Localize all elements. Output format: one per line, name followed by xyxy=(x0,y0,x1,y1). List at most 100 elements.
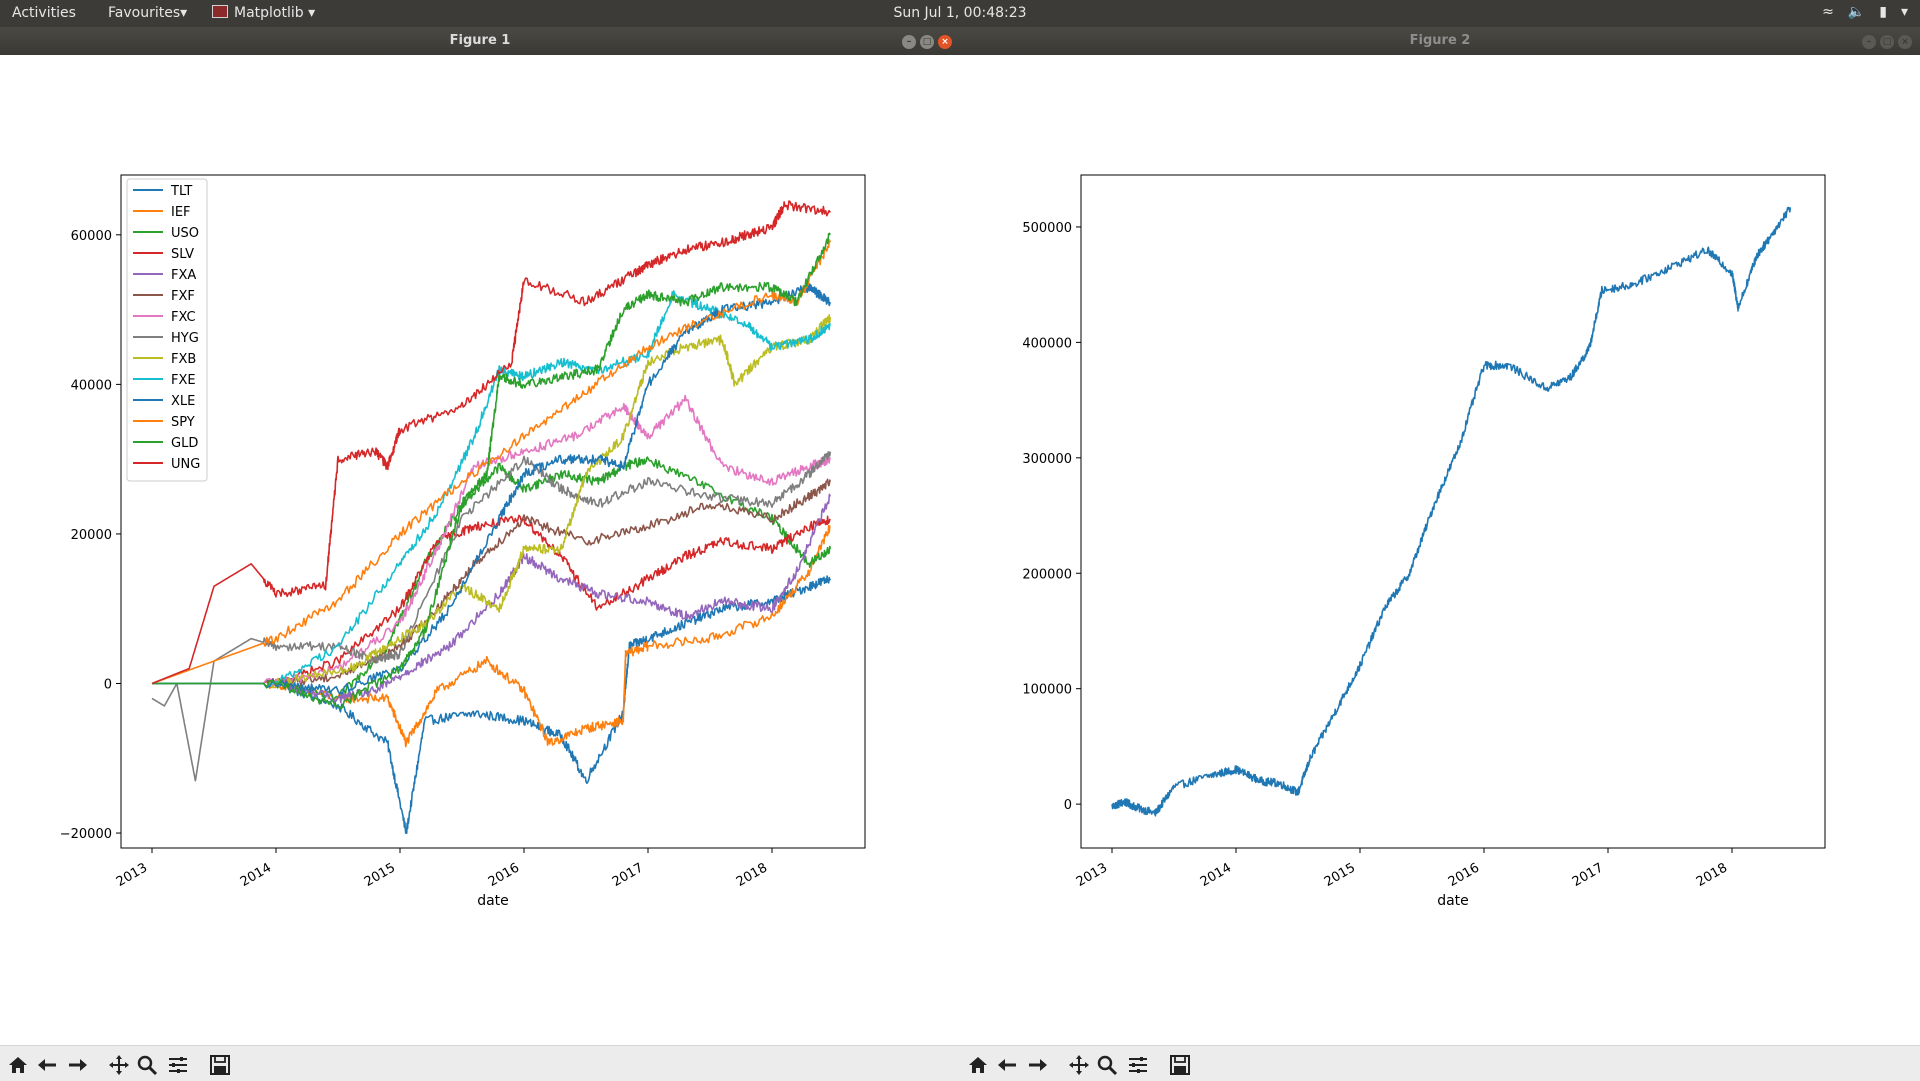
plot-frame xyxy=(120,174,866,849)
y-tick-label: 0 xyxy=(104,677,112,692)
save-icon xyxy=(210,1055,230,1075)
y-tick-label: −20000 xyxy=(60,827,112,842)
back-icon xyxy=(998,1059,1016,1071)
system-menu-icon[interactable]: ▾ xyxy=(1900,4,1908,20)
figure-2-canvas[interactable]: 2013 2014 2015 2016 2017 2018 0 100000 200000 300… xyxy=(960,55,1920,1045)
back-button[interactable] xyxy=(35,1052,61,1078)
x-tick-label: 2018 xyxy=(1694,860,1730,890)
legend-label-ief: IEF xyxy=(171,205,191,220)
activities-button[interactable]: Activities xyxy=(12,5,76,21)
y-tick-label: 20000 xyxy=(71,528,112,543)
app-menu-label: Matplotlib xyxy=(234,5,304,21)
y-tick-label: 100000 xyxy=(1022,683,1072,698)
forward-button[interactable] xyxy=(1024,1052,1050,1078)
window-controls: – □ × xyxy=(898,33,952,49)
series-line-slv xyxy=(152,514,831,688)
legend-label-hyg: HYG xyxy=(171,331,199,346)
window-controls: – □ × xyxy=(1858,33,1912,49)
legend-label-gld: GLD xyxy=(171,436,198,451)
back-button[interactable] xyxy=(995,1052,1021,1078)
forward-icon xyxy=(69,1059,87,1071)
x-axis-label: date xyxy=(1437,893,1469,909)
minimize-button[interactable]: – xyxy=(1862,35,1876,49)
pan-button[interactable] xyxy=(106,1052,132,1078)
top-bar: Activities Favourites▾ Matplotlib ▾ Sun … xyxy=(0,0,1920,27)
series-line-tlt xyxy=(152,575,832,835)
figure-1-canvas[interactable]: 2013 2014 2015 2016 2017 2018 −20000 0 20000 4000… xyxy=(0,55,960,1045)
series-line-uso xyxy=(152,456,832,701)
close-button[interactable]: × xyxy=(1898,35,1912,49)
x-tick-label: 2017 xyxy=(610,860,646,890)
save-button[interactable] xyxy=(1167,1052,1193,1078)
home-button[interactable] xyxy=(5,1052,31,1078)
legend-label-fxa: FXA xyxy=(171,268,196,283)
y-tick-label: 0 xyxy=(1064,798,1072,813)
maximize-button[interactable]: □ xyxy=(920,35,934,49)
minimize-button[interactable]: – xyxy=(902,35,916,49)
series-line-ung xyxy=(151,200,831,685)
x-tick-label: 2017 xyxy=(1570,860,1606,890)
series-line-fxf xyxy=(152,478,832,689)
x-tick-label: 2013 xyxy=(114,860,150,890)
favourites-menu[interactable]: Favourites▾ xyxy=(108,5,188,21)
x-tick-label: 2016 xyxy=(486,860,522,890)
y-tick-label: 60000 xyxy=(71,229,112,244)
save-button[interactable] xyxy=(207,1052,233,1078)
pan-button[interactable] xyxy=(1066,1052,1092,1078)
home-icon xyxy=(969,1057,987,1073)
battery-icon[interactable]: ▮ xyxy=(1879,4,1887,20)
y-tick-label: 300000 xyxy=(1022,452,1072,467)
legend-label-ung: UNG xyxy=(171,457,200,472)
y-tick-label: 200000 xyxy=(1022,567,1072,582)
home-button[interactable] xyxy=(965,1052,991,1078)
save-icon xyxy=(1170,1055,1190,1075)
window-titlebar-figure-2[interactable]: Figure 2 – □ × xyxy=(960,27,1920,55)
window-titlebar-figure-1[interactable]: Figure 1 – □ × xyxy=(0,27,960,55)
back-icon xyxy=(38,1059,56,1071)
nav-toolbar-figure-2 xyxy=(960,1045,1920,1081)
series-line-fxb xyxy=(152,313,832,689)
subplots-button[interactable] xyxy=(165,1052,191,1078)
forward-button[interactable] xyxy=(64,1052,90,1078)
legend-box xyxy=(126,178,208,482)
chevron-down-icon: ▾ xyxy=(308,5,316,21)
legend-label-slv: SLV xyxy=(171,247,194,262)
x-axis-label: date xyxy=(477,893,509,909)
legend-label-fxe: FXE xyxy=(171,373,196,388)
chart-positions[interactable]: 2013 2014 2015 2016 2017 2018 −20000 0 20000 4000… xyxy=(0,55,960,1045)
window-title: Figure 1 xyxy=(449,33,511,48)
zoom-icon xyxy=(1097,1055,1118,1076)
x-tick-label: 2015 xyxy=(362,860,398,890)
pan-icon xyxy=(109,1055,129,1075)
plot-frame xyxy=(1080,174,1826,849)
zoom-button[interactable] xyxy=(134,1052,160,1078)
legend-label-fxc: FXC xyxy=(171,310,196,325)
legend-label-fxf: FXF xyxy=(171,289,195,304)
legend-label-xle: XLE xyxy=(171,394,195,409)
volume-muted-icon[interactable]: 🔈 xyxy=(1847,4,1866,20)
system-tray[interactable]: ≈ 🔈 ▮ ▾ xyxy=(1808,4,1908,20)
forward-icon xyxy=(1029,1059,1047,1071)
subplots-icon xyxy=(1129,1057,1147,1073)
series-line-fxe xyxy=(152,290,831,689)
x-tick-label: 2016 xyxy=(1446,860,1482,890)
pan-icon xyxy=(1069,1055,1089,1075)
subplots-button[interactable] xyxy=(1125,1052,1151,1078)
app-menu[interactable]: Matplotlib ▾ xyxy=(212,5,315,21)
legend-label-uso: USO xyxy=(171,226,199,241)
home-icon xyxy=(9,1057,27,1073)
series-line-ief xyxy=(152,524,831,748)
clock[interactable]: Sun Jul 1, 00:48:23 xyxy=(893,5,1027,21)
series-line-portfolio xyxy=(1111,206,1792,817)
zoom-button[interactable] xyxy=(1094,1052,1120,1078)
legend-label-tlt: TLT xyxy=(170,184,192,199)
chart-portfolio[interactable]: 2013 2014 2015 2016 2017 2018 0 100000 200000 300… xyxy=(960,55,1920,1045)
wifi-icon[interactable]: ≈ xyxy=(1822,4,1834,20)
series-line-xle xyxy=(152,283,832,695)
close-button[interactable]: × xyxy=(938,35,952,49)
series-line-gld xyxy=(152,232,831,710)
zoom-icon xyxy=(137,1055,158,1076)
maximize-button[interactable]: □ xyxy=(1880,35,1894,49)
x-tick-label: 2014 xyxy=(1198,860,1234,890)
window-title: Figure 2 xyxy=(1409,33,1471,48)
